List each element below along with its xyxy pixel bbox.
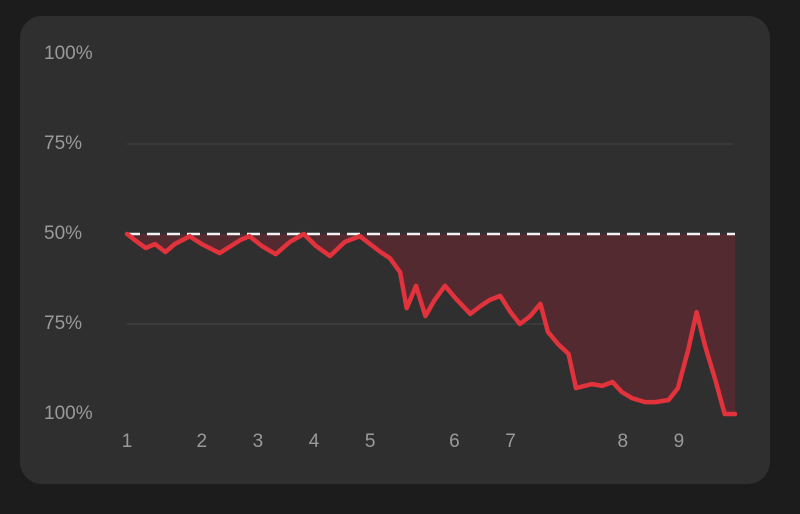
y-tick-label: 75%	[44, 133, 82, 154]
x-tick-label: 8	[617, 431, 628, 452]
x-tick-label: 4	[309, 431, 320, 452]
area	[127, 234, 735, 414]
x-tick-label: 1	[122, 431, 133, 452]
y-tick-label: 75%	[44, 313, 82, 334]
x-tick-label: 9	[674, 431, 685, 452]
y-tick-label: 50%	[44, 223, 82, 244]
x-tick-label: 2	[197, 431, 208, 452]
line	[124, 231, 738, 417]
x-tick-label: 5	[365, 431, 376, 452]
x-tick-label: 3	[253, 431, 264, 452]
y-tick-label: 100%	[44, 403, 93, 424]
x-tick-label: 6	[449, 431, 460, 452]
y-tick-label: 100%	[44, 43, 93, 64]
x-tick-label: 7	[505, 431, 516, 452]
